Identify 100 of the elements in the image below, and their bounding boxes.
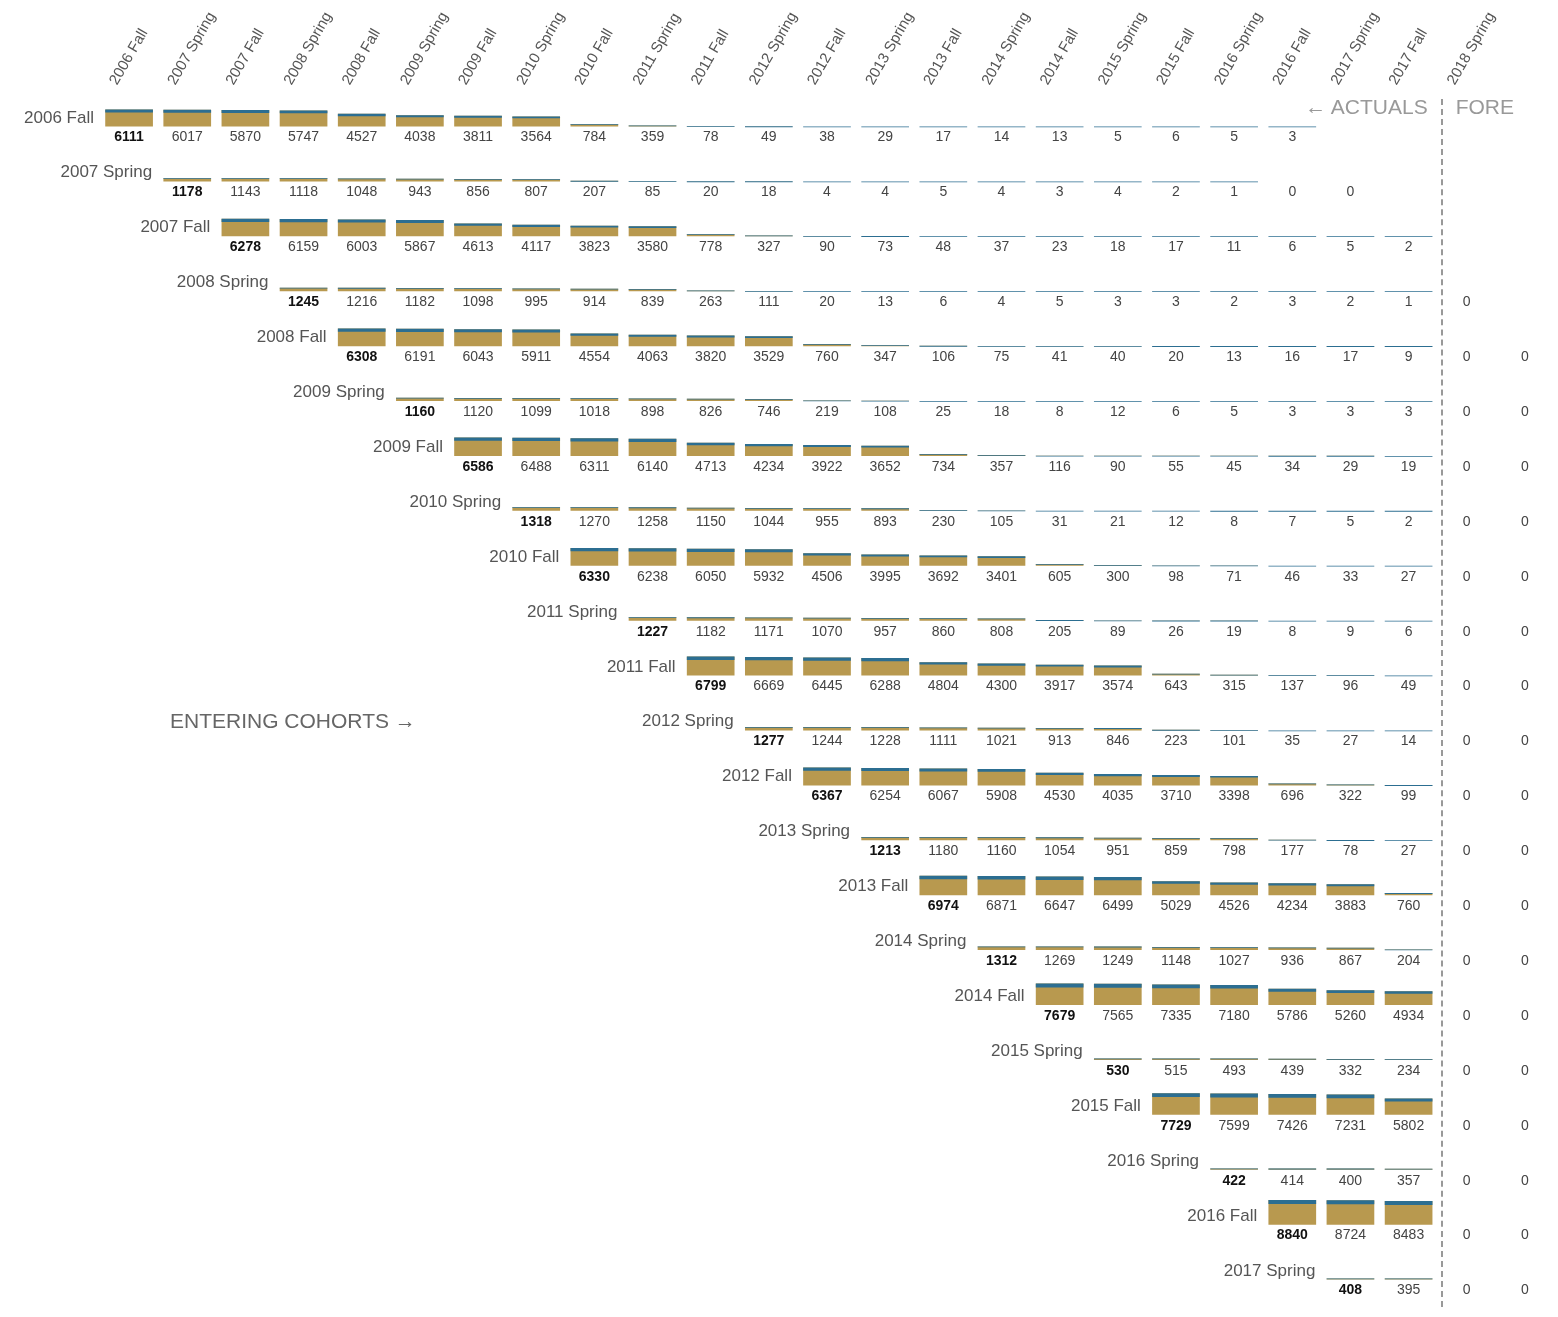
data-label: 3	[1288, 293, 1297, 310]
annotation: FORE	[1455, 95, 1515, 119]
data-label: 6445	[811, 677, 843, 694]
data-label: 0	[1462, 677, 1471, 694]
data-label: 26	[1168, 622, 1184, 639]
data-label: 6586	[462, 457, 494, 474]
data-label: 936	[1280, 951, 1305, 968]
data-label: 439	[1280, 1061, 1305, 1078]
data-label: 0	[1521, 622, 1530, 639]
data-label: 16	[1284, 348, 1301, 364]
data-label: 0	[1462, 1226, 1471, 1243]
data-label: 4713	[695, 457, 727, 474]
data-label: 8	[1230, 512, 1239, 529]
data-label: 1171	[753, 622, 785, 639]
data-label: 1258	[636, 512, 669, 529]
data-label: 0	[1521, 951, 1530, 968]
data-label: 3	[1288, 128, 1297, 145]
annotation: ← ACTUALS	[1305, 95, 1428, 119]
data-label: 414	[1280, 1171, 1305, 1188]
data-label: 18	[761, 183, 777, 200]
data-label: 0	[1521, 348, 1530, 364]
data-label: 3398	[1218, 787, 1250, 804]
data-label: 0	[1462, 457, 1471, 474]
data-label: 0	[1462, 512, 1471, 529]
data-label: 90	[819, 238, 835, 255]
data-label: 0	[1462, 1281, 1471, 1298]
data-label: 18	[1110, 238, 1126, 255]
data-label: 6	[1404, 622, 1413, 639]
data-label: 395	[1396, 1281, 1421, 1298]
data-label: 1182	[695, 622, 726, 639]
data-label: 1143	[230, 183, 261, 200]
data-label: 40	[1110, 348, 1126, 364]
data-label: 263	[699, 293, 723, 310]
data-label: 5	[1230, 402, 1239, 419]
data-label: 0	[1462, 567, 1471, 584]
data-label: 5	[1055, 293, 1064, 310]
data-label: 5911	[521, 348, 552, 364]
data-label: 1270	[578, 512, 611, 529]
data-label: 4035	[1102, 787, 1134, 804]
data-label: 6050	[695, 567, 727, 584]
data-label: 5	[1346, 238, 1355, 255]
data-label: 4063	[636, 348, 669, 364]
data-label: 1277	[753, 732, 785, 749]
data-label: 6	[1172, 128, 1181, 145]
data-label: 332	[1338, 1061, 1363, 1078]
data-label: 0	[1288, 183, 1297, 200]
data-label: 798	[1222, 842, 1247, 859]
data-label: 322	[1338, 787, 1363, 804]
data-label: 493	[1222, 1061, 1247, 1078]
data-label: 860	[931, 622, 956, 639]
data-label: 25	[935, 402, 952, 419]
data-label: 4300	[985, 677, 1018, 694]
data-label: 1244	[811, 732, 843, 749]
data-label: 45	[1226, 457, 1243, 474]
data-label: 12	[1168, 512, 1184, 529]
data-label: 408	[1338, 1281, 1363, 1298]
data-label: 1178	[172, 183, 203, 200]
data-label: 1070	[811, 622, 843, 639]
data-label: 7231	[1334, 1116, 1367, 1133]
data-label: 98	[1168, 567, 1184, 584]
data-label: 898	[640, 402, 665, 419]
data-label: 1048	[346, 183, 378, 200]
data-label: 33	[1342, 567, 1359, 584]
data-label: 3883	[1334, 897, 1367, 914]
data-label: 6043	[462, 348, 494, 364]
data-label: 4554	[578, 348, 611, 364]
data-label: 643	[1164, 677, 1188, 694]
data-label: 3692	[927, 567, 960, 584]
data-label: 5908	[985, 787, 1018, 804]
data-label: 19	[1226, 622, 1243, 639]
data-label: 995	[524, 293, 549, 310]
data-label: 4526	[1218, 897, 1250, 914]
data-label: 3	[1113, 293, 1122, 310]
data-label: 3922	[811, 457, 843, 474]
data-label: 1269	[1044, 951, 1076, 968]
data-label: 27	[1400, 842, 1417, 859]
data-label: 71	[1226, 567, 1243, 584]
data-label: 4530	[1044, 787, 1076, 804]
data-label: 1227	[636, 622, 669, 639]
data-label: 359	[640, 128, 665, 145]
data-label: 7599	[1218, 1116, 1250, 1133]
annotation: ENTERING COHORTS →	[170, 709, 416, 733]
data-label: 515	[1164, 1061, 1188, 1078]
data-label: 6	[939, 293, 948, 310]
data-label: 207	[582, 183, 607, 200]
data-label: 605	[1047, 567, 1072, 584]
data-label: 4	[1113, 183, 1122, 200]
data-label: 2	[1172, 183, 1181, 200]
data-label: 5	[1113, 128, 1122, 145]
data-label: 6311	[579, 457, 610, 474]
data-label: 6488	[520, 457, 552, 474]
data-label: 1318	[520, 512, 552, 529]
data-label: 5260	[1334, 1006, 1367, 1023]
data-label: 27	[1400, 567, 1417, 584]
data-label: 530	[1106, 1061, 1130, 1078]
data-label: 78	[702, 128, 719, 145]
data-label: 0	[1521, 1226, 1530, 1243]
data-label: 105	[989, 512, 1014, 529]
data-label: 75	[993, 348, 1010, 364]
data-label: 6308	[346, 348, 378, 364]
